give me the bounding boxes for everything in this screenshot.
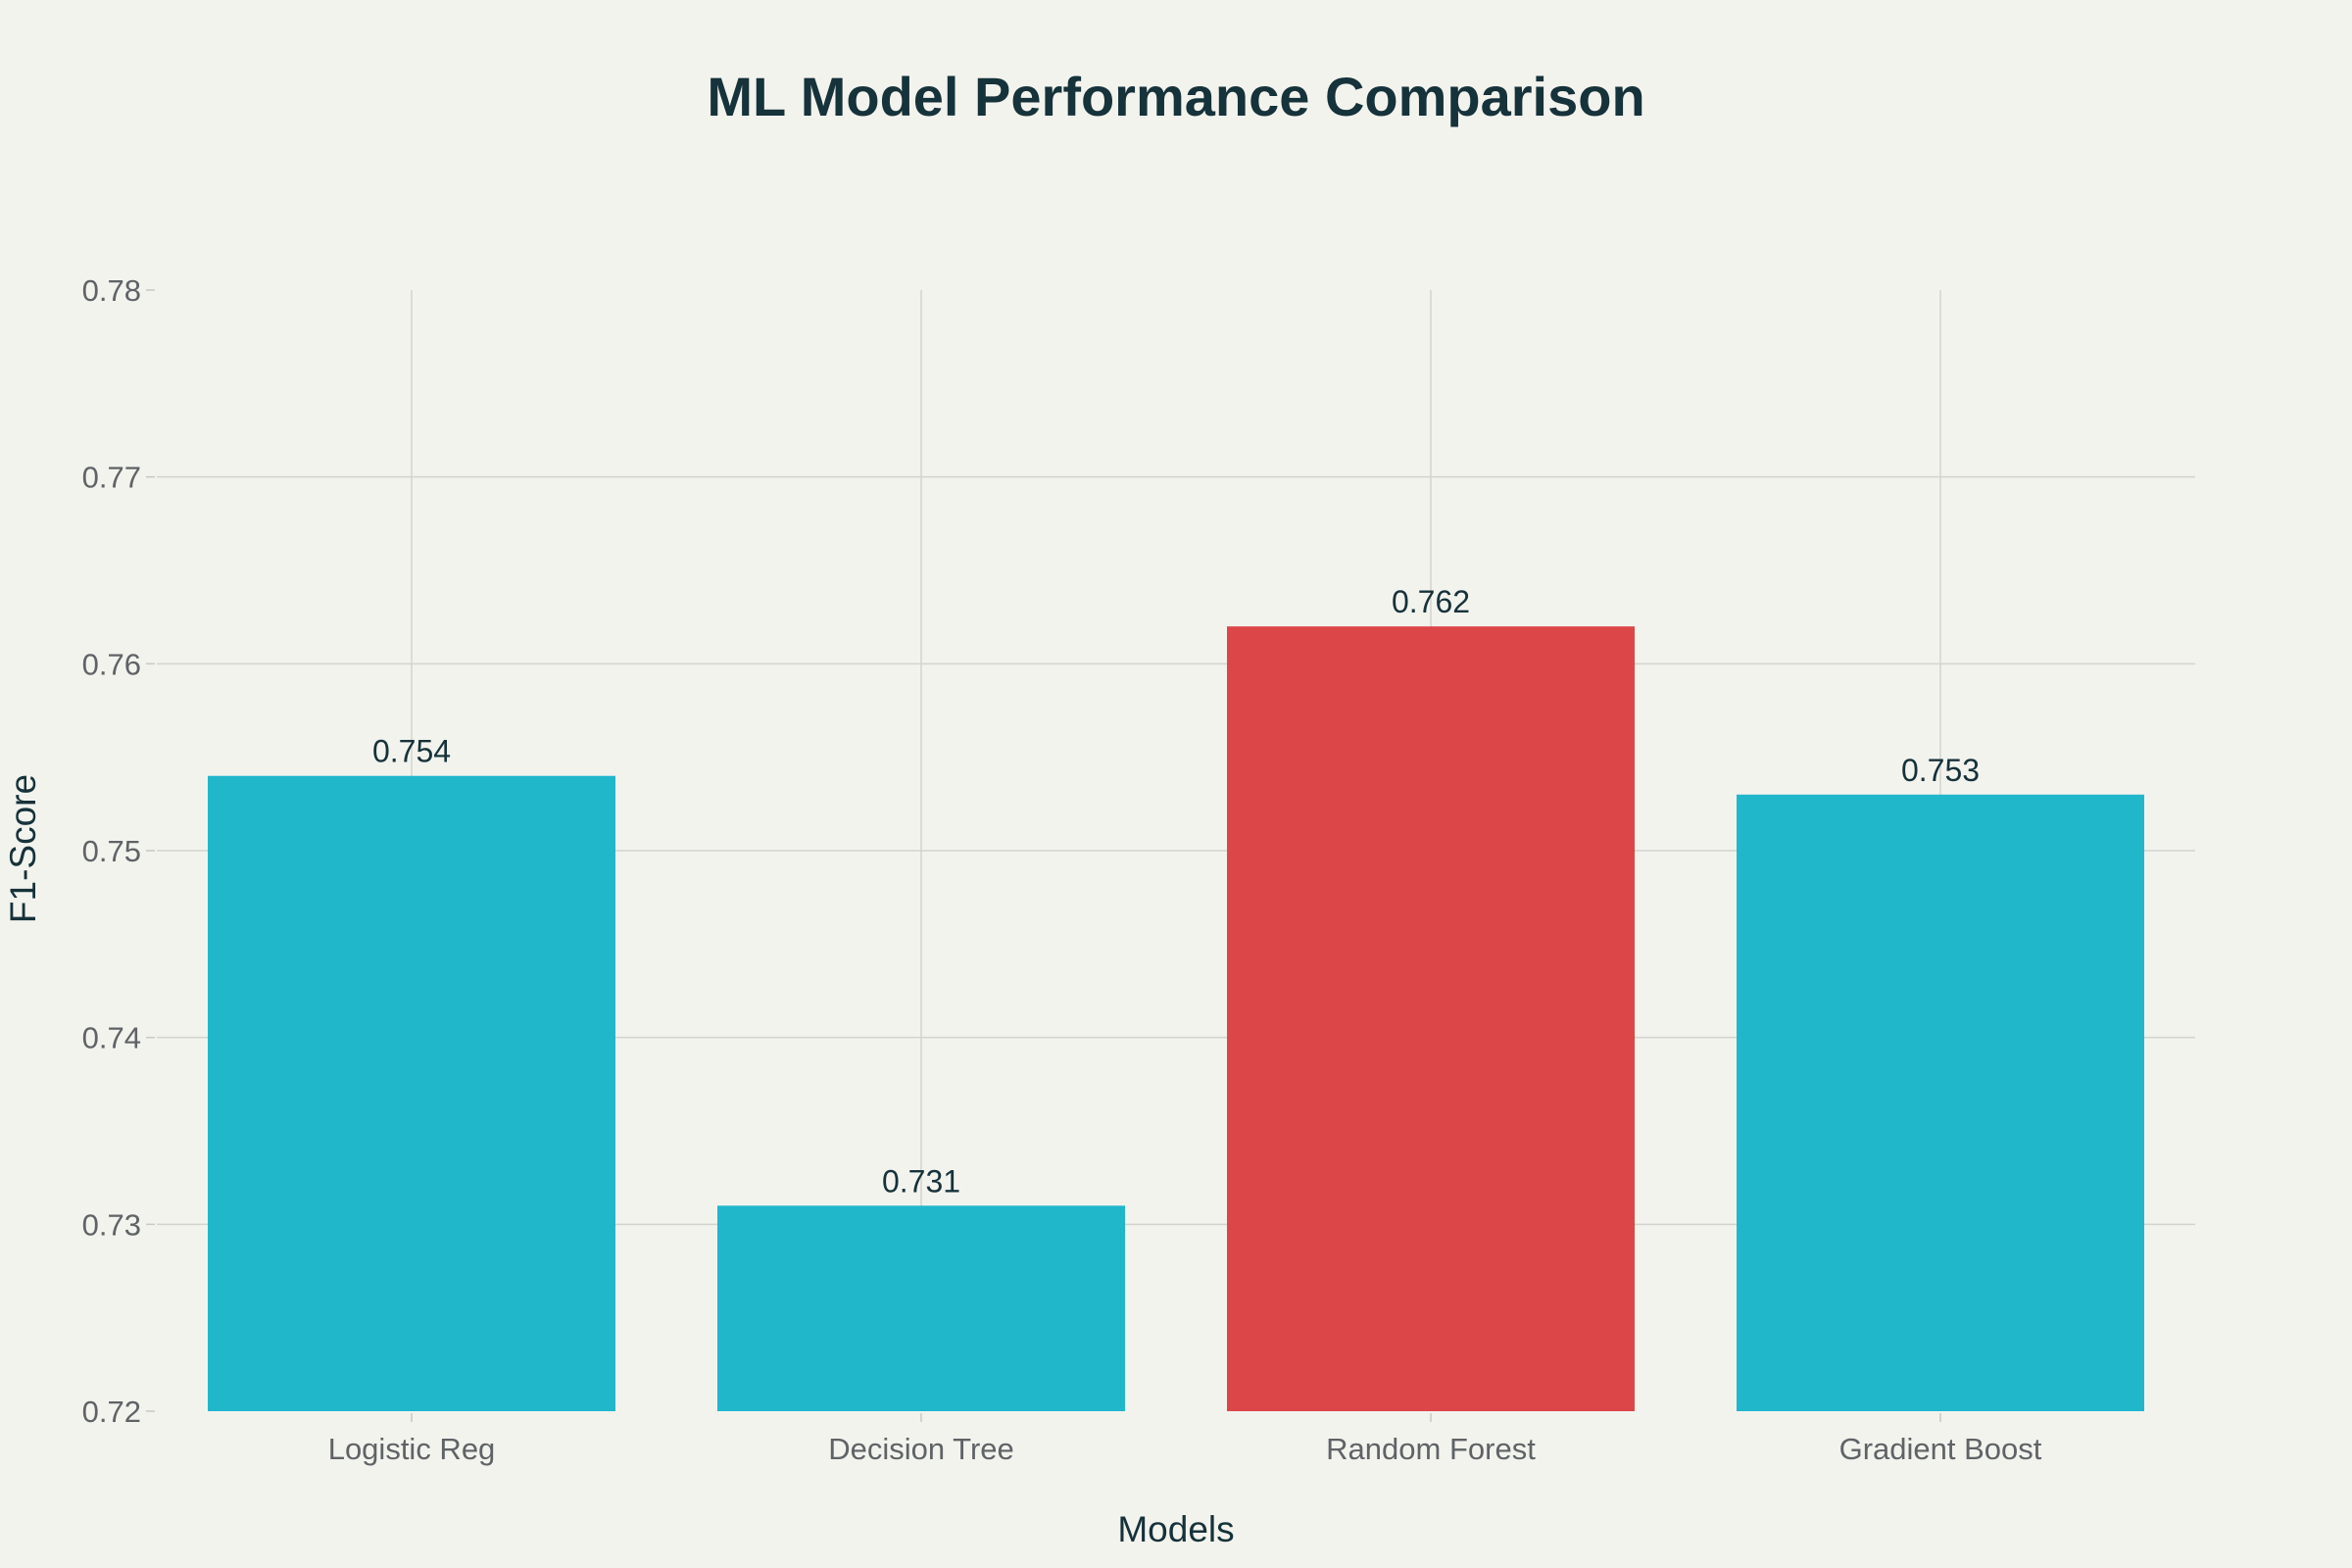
chart-title: ML Model Performance Comparison: [707, 66, 1644, 127]
y-tick-label: 0.75: [82, 834, 141, 868]
data-label: 0.753: [1901, 753, 1980, 788]
data-labels: 0.754 0.731 0.762 0.753: [372, 584, 1980, 1199]
data-label: 0.731: [882, 1163, 960, 1199]
x-tick-label: Gradient Boost: [1839, 1432, 2042, 1466]
x-axis-title: Models: [1117, 1509, 1234, 1549]
data-label: 0.762: [1392, 584, 1470, 619]
x-tick-label: Decision Tree: [828, 1432, 1014, 1466]
y-tick-label: 0.72: [82, 1395, 141, 1429]
bar-logistic-reg: [208, 775, 615, 1411]
data-label: 0.754: [372, 734, 451, 769]
x-axis-ticks: Logistic Reg Decision Tree Random Forest Gr…: [328, 1413, 2042, 1466]
x-tick-label: Logistic Reg: [328, 1432, 496, 1466]
x-tick-label: Random Forest: [1326, 1432, 1536, 1466]
bar-gradient-boost: [1737, 794, 2144, 1411]
bar-decision-tree: [717, 1205, 1125, 1411]
y-tick-label: 0.78: [82, 273, 141, 308]
bars: [208, 626, 2144, 1411]
y-tick-label: 0.74: [82, 1021, 141, 1055]
y-tick-label: 0.73: [82, 1207, 141, 1242]
y-tick-label: 0.76: [82, 647, 141, 681]
y-tick-label: 0.77: [82, 461, 141, 495]
bar-random-forest: [1227, 626, 1635, 1411]
y-axis-title: F1-Score: [3, 774, 43, 923]
y-axis-ticks: 0.72 0.73 0.74 0.75 0.76 0.77 0.78: [82, 273, 155, 1429]
